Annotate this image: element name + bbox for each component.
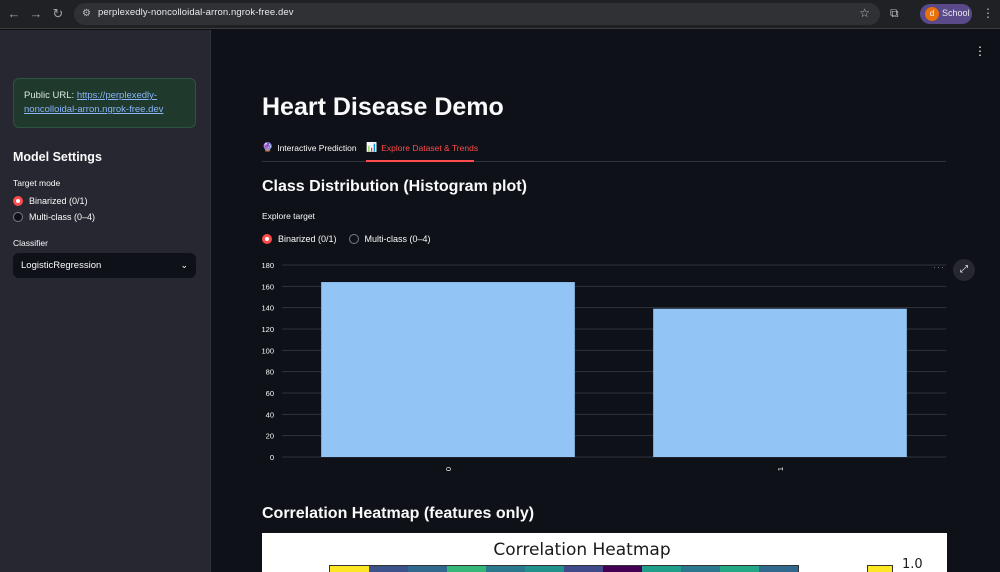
radio-unselected-icon[interactable] [13,212,23,222]
sidebar: Public URL: https://perplexedly-noncollo… [0,30,211,572]
page-title: Heart Disease Demo [262,93,504,121]
tab-interactive-prediction[interactable]: 🔮 Interactive Prediction [262,142,357,153]
y-tick-label: 140 [261,304,274,313]
tab-bar: 🔮 Interactive Prediction 📊 Explore Datas… [262,138,946,162]
chevron-down-icon: ⌄ [180,260,188,270]
browser-toolbar: ← → ↻ ⚙ perplexedly-noncolloidal-arron.n… [0,0,1000,29]
y-tick-label: 120 [261,325,274,334]
heatmap-title: Correlation Heatmap [493,540,671,560]
target-radio-multiclass[interactable]: Multi-class (0–4) [13,211,95,223]
heatmap-colorbar [867,565,893,572]
browser-menu-icon[interactable]: ⋮ [982,6,994,20]
bar-0 [321,282,575,457]
profile-button[interactable]: d School [920,4,972,24]
public-url-label: Public URL: [24,90,75,101]
y-tick-label: 60 [266,389,274,398]
tab-label: Explore Dataset & Trends [381,142,479,153]
y-tick-label: 0 [270,453,274,462]
back-icon[interactable]: ← [7,6,21,21]
model-settings-heading: Model Settings [13,150,102,164]
target-mode-label: Target mode [13,178,61,188]
public-url-box: Public URL: https://perplexedly-noncollo… [13,78,196,128]
radio-selected-icon[interactable] [13,196,23,206]
classifier-select[interactable]: LogisticRegression ⌄ [13,253,196,278]
main-content: ⋮ Heart Disease Demo 🔮 Interactive Predi… [212,30,1000,572]
fullscreen-icon[interactable]: ⤢ [953,259,975,281]
classifier-label: Classifier [13,238,48,248]
x-tick-label: 1 [776,467,785,471]
y-tick-label: 180 [261,261,274,270]
explore-target-radios: Binarized (0/1) Multi-class (0–4) [262,234,431,244]
target-radio-binarized[interactable]: Binarized (0/1) [13,195,88,207]
correlation-heatmap-heading: Correlation Heatmap (features only) [262,505,535,522]
y-tick-label: 160 [261,282,274,291]
bar-1 [653,308,907,457]
active-tab-indicator [366,160,474,162]
avatar: d [925,7,939,21]
colorbar-max-label: 1.0 [902,557,923,572]
tab-label: Interactive Prediction [277,142,357,153]
extensions-icon[interactable]: ⧉ [890,6,899,20]
correlation-heatmap-image: Correlation Heatmap 1.0 [262,533,947,572]
y-tick-label: 100 [261,346,274,355]
y-tick-label: 20 [266,432,274,441]
radio-label: Binarized (0/1) [29,196,88,206]
app-menu-icon[interactable]: ⋮ [974,44,986,58]
explore-radio-binarized[interactable]: Binarized (0/1) [262,234,337,244]
radio-unselected-icon[interactable] [348,234,359,244]
profile-name: School [942,8,970,18]
x-tick-label: 0 [444,467,453,471]
address-url[interactable]: perplexedly-noncolloidal-arron.ngrok-fre… [98,7,294,18]
public-url-link[interactable]: https://perplexedly-noncolloidal-arron.n… [24,90,164,115]
reload-icon[interactable]: ↻ [52,6,64,21]
site-info-icon[interactable]: ⚙ [82,8,91,19]
radio-label: Multi-class (0–4) [29,212,96,222]
explore-radio-multiclass[interactable]: Multi-class (0–4) [348,234,431,244]
radio-label: Multi-class (0–4) [364,234,431,244]
class-distribution-heading: Class Distribution (Histogram plot) [262,178,527,195]
radio-label: Binarized (0/1) [278,234,337,244]
class-distribution-chart: 0 20 40 60 80 100 120 140 160 180 0 1 [261,261,946,471]
classifier-value: LogisticRegression [21,260,102,271]
radio-selected-icon[interactable] [262,234,272,244]
bookmark-star-icon[interactable]: ☆ [859,6,870,20]
y-tick-label: 80 [266,368,274,377]
chart-more-icon[interactable]: ··· [933,262,945,272]
bar-chart-icon: 📊 [366,142,378,152]
forward-icon[interactable]: → [29,6,43,21]
crystal-ball-icon: 🔮 [262,142,274,152]
explore-target-label: Explore target [262,211,315,221]
tab-explore-dataset[interactable]: 📊 Explore Dataset & Trends [366,142,478,153]
y-tick-label: 40 [266,410,274,419]
heatmap-top-row [329,565,799,572]
address-bar[interactable]: ⚙ perplexedly-noncolloidal-arron.ngrok-f… [74,3,880,25]
